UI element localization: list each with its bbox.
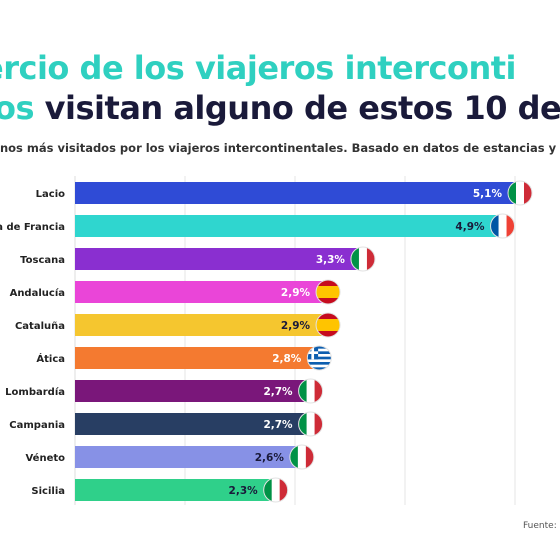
bar bbox=[75, 314, 329, 336]
bar bbox=[75, 380, 311, 402]
italy-flag-icon bbox=[298, 411, 324, 437]
value-label: 2,6% bbox=[255, 452, 285, 464]
bar-row: Andalucía 2,9% bbox=[10, 279, 341, 305]
bar-row: Cataluña 2,9% bbox=[15, 312, 341, 338]
category-label: Toscana bbox=[20, 255, 65, 266]
source-label: Fuente: bbox=[523, 521, 557, 531]
bar-row: Campania 2,7% bbox=[9, 411, 324, 437]
category-label: Lombardía bbox=[5, 386, 65, 398]
chart-title-line-1: ercio de los viajeros interconti bbox=[0, 49, 517, 87]
value-label: 2,7% bbox=[263, 419, 293, 431]
greece-flag-icon bbox=[306, 345, 332, 371]
category-label: a de Francia bbox=[0, 222, 65, 233]
value-label: 3,3% bbox=[316, 254, 346, 266]
category-label: Campania bbox=[9, 420, 65, 431]
bar-row: Véneto 2,6% bbox=[25, 444, 315, 470]
bar bbox=[75, 248, 363, 270]
value-label: 5,1% bbox=[473, 188, 503, 200]
value-label: 2,9% bbox=[281, 287, 311, 299]
bar-row: Lombardía 2,7% bbox=[5, 378, 324, 404]
category-label: Véneto bbox=[25, 452, 65, 464]
italy-flag-icon bbox=[298, 378, 324, 404]
spain-flag-icon bbox=[315, 279, 341, 305]
value-label: 2,8% bbox=[272, 353, 302, 365]
bar-row: Lacio 5,1% bbox=[36, 180, 533, 206]
bar-row: Sicilia 2,3% bbox=[31, 477, 289, 503]
bar-row: Ática 2,8% bbox=[36, 345, 332, 371]
bar-row: Toscana 3,3% bbox=[20, 246, 376, 272]
bar bbox=[75, 182, 520, 204]
chart-title-accent: os bbox=[0, 89, 35, 127]
spain-flag-icon bbox=[315, 312, 341, 338]
category-label: Cataluña bbox=[15, 321, 65, 332]
chart-subtitle: inos más visitados por los viajeros inte… bbox=[0, 141, 557, 155]
france-flag-icon bbox=[490, 213, 516, 239]
bar bbox=[75, 215, 503, 237]
category-label: Sicilia bbox=[31, 486, 65, 497]
bar bbox=[75, 347, 320, 369]
chart-title-rest: visitan alguno de estos 10 de bbox=[34, 89, 560, 127]
bar bbox=[75, 281, 329, 303]
italy-flag-icon bbox=[350, 246, 376, 272]
chart-title-line-2: os visitan alguno de estos 10 de bbox=[0, 90, 560, 126]
bar bbox=[75, 479, 276, 501]
category-label: Andalucía bbox=[10, 287, 65, 299]
value-label: 4,9% bbox=[455, 221, 485, 233]
italy-flag-icon bbox=[289, 444, 315, 470]
italy-flag-icon bbox=[263, 477, 289, 503]
italy-flag-icon bbox=[507, 180, 533, 206]
bar bbox=[75, 413, 311, 435]
bar bbox=[75, 446, 302, 468]
bar-row: a de Francia 4,9% bbox=[0, 213, 516, 239]
category-label: Ática bbox=[36, 352, 65, 365]
value-label: 2,7% bbox=[263, 386, 293, 398]
category-label: Lacio bbox=[36, 189, 65, 200]
value-label: 2,3% bbox=[229, 485, 259, 497]
value-label: 2,9% bbox=[281, 320, 311, 332]
